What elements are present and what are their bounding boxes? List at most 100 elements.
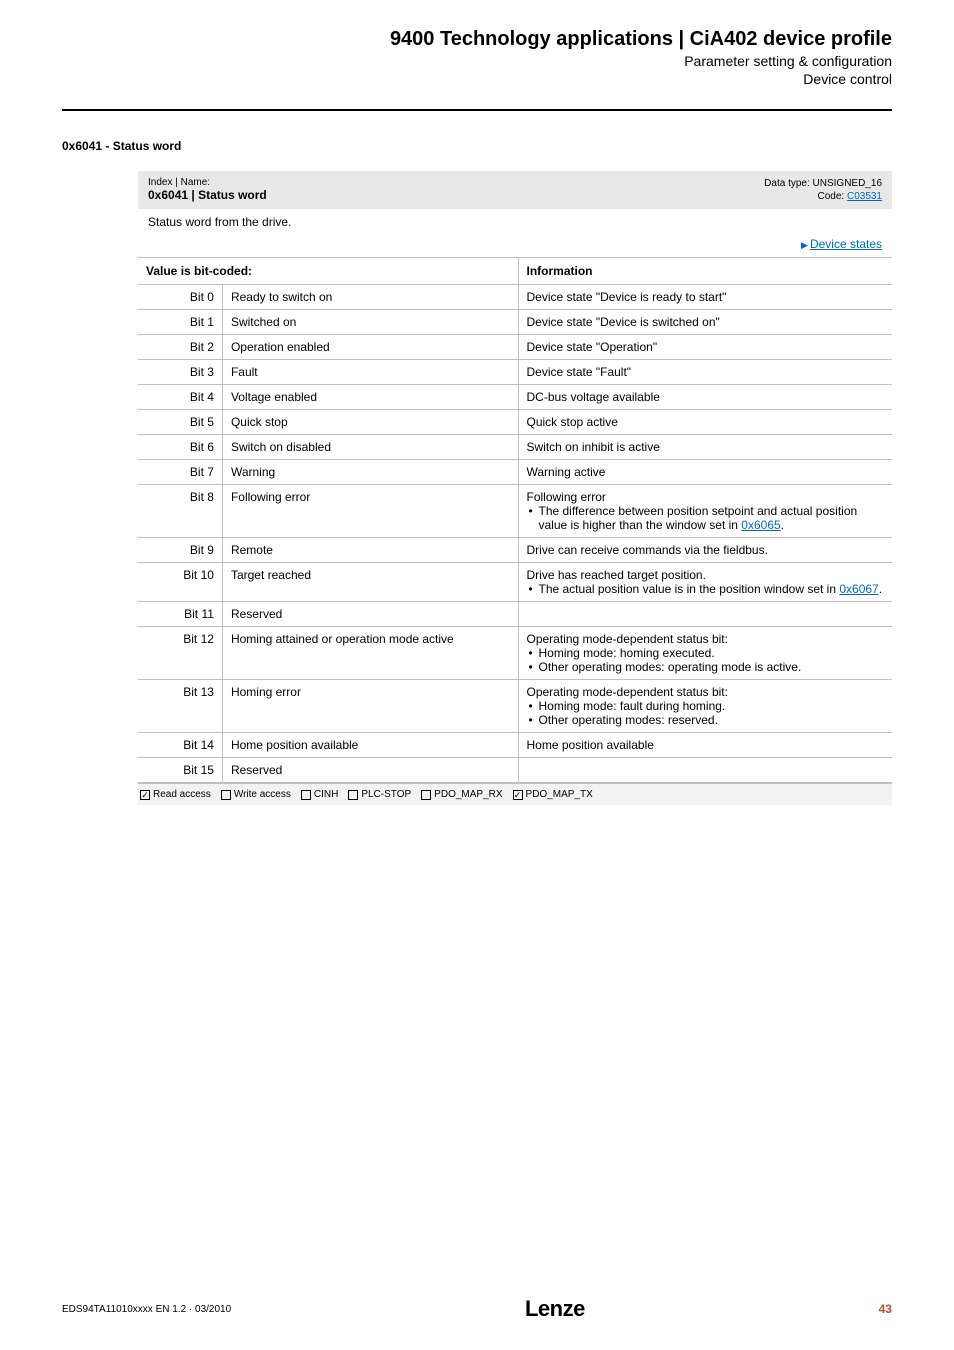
device-states-row: ▶Device states xyxy=(138,235,892,257)
table-row: Bit 1Switched onDevice state "Device is … xyxy=(138,310,892,335)
bit-info-cell: Switch on inhibit is active xyxy=(518,435,892,460)
info-bullet-list: Homing mode: homing executed.Other opera… xyxy=(527,646,885,674)
bit-info-cell: Device state "Device is switched on" xyxy=(518,310,892,335)
bit-name-cell: Following error xyxy=(222,485,518,538)
bit-cell: Bit 12 xyxy=(138,627,222,680)
info-bullet: Homing mode: homing executed. xyxy=(527,646,885,660)
table-row: Bit 2Operation enabledDevice state "Oper… xyxy=(138,335,892,360)
access-item: CINH xyxy=(301,789,338,800)
access-row: ✓Read accessWrite accessCINHPLC-STOPPDO_… xyxy=(138,783,892,805)
access-item: PDO_MAP_RX xyxy=(421,789,502,800)
doc-subtitle-2: Device control xyxy=(62,71,892,87)
footer-logo: Lenze xyxy=(525,1296,585,1322)
bit-name-cell: Voltage enabled xyxy=(222,385,518,410)
index-label: Index | Name: xyxy=(148,177,267,188)
bit-name-cell: Operation enabled xyxy=(222,335,518,360)
bit-info-cell: Operating mode-dependent status bit:Homi… xyxy=(518,680,892,733)
bit-info-cell: DC-bus voltage available xyxy=(518,385,892,410)
bit-cell: Bit 13 xyxy=(138,680,222,733)
info-link[interactable]: 0x6067 xyxy=(839,582,878,596)
page-footer: EDS94TA11010xxxx EN 1.2 · 03/2010 Lenze … xyxy=(62,1296,892,1322)
code-link[interactable]: C03531 xyxy=(847,191,882,202)
table-row: Bit 3FaultDevice state "Fault" xyxy=(138,360,892,385)
access-item: ✓PDO_MAP_TX xyxy=(513,789,593,800)
footer-page-number: 43 xyxy=(879,1302,892,1316)
bit-info-cell: Following errorThe difference between po… xyxy=(518,485,892,538)
bit-name-cell: Remote xyxy=(222,538,518,563)
code-line: Code: C03531 xyxy=(764,190,882,203)
bit-cell: Bit 4 xyxy=(138,385,222,410)
bit-info-cell: Drive can receive commands via the field… xyxy=(518,538,892,563)
col-header-info: Information xyxy=(518,258,892,285)
bit-info-cell: Operating mode-dependent status bit:Homi… xyxy=(518,627,892,680)
bit-info-cell: Quick stop active xyxy=(518,410,892,435)
bit-name-cell: Switched on xyxy=(222,310,518,335)
bit-name-cell: Homing error xyxy=(222,680,518,733)
bit-info-cell: Drive has reached target position.The ac… xyxy=(518,563,892,602)
info-main: Operating mode-dependent status bit: xyxy=(527,632,885,646)
info-bullet: Other operating modes: reserved. xyxy=(527,713,885,727)
access-label: PDO_MAP_RX xyxy=(434,789,502,800)
parameter-header: Index | Name: 0x6041 | Status word Data … xyxy=(138,171,892,209)
table-row: Bit 12Homing attained or operation mode … xyxy=(138,627,892,680)
section-heading: 0x6041 - Status word xyxy=(62,139,892,153)
footer-doc-id: EDS94TA11010xxxx EN 1.2 · 03/2010 xyxy=(62,1304,231,1315)
info-bullet: The difference between position setpoint… xyxy=(527,504,885,532)
table-row: Bit 14Home position availableHome positi… xyxy=(138,733,892,758)
checkbox-empty-icon xyxy=(221,790,231,800)
triangle-icon: ▶ xyxy=(801,240,808,250)
bit-cell: Bit 11 xyxy=(138,602,222,627)
bit-cell: Bit 8 xyxy=(138,485,222,538)
parameter-header-right: Data type: UNSIGNED_16 Code: C03531 xyxy=(764,177,882,203)
bit-name-cell: Switch on disabled xyxy=(222,435,518,460)
parameter-description: Status word from the drive. xyxy=(138,209,892,235)
bit-cell: Bit 6 xyxy=(138,435,222,460)
bit-name-cell: Homing attained or operation mode active xyxy=(222,627,518,680)
checkbox-empty-icon xyxy=(421,790,431,800)
access-label: PDO_MAP_TX xyxy=(526,789,593,800)
table-row: Bit 4Voltage enabledDC-bus voltage avail… xyxy=(138,385,892,410)
bit-info-cell xyxy=(518,602,892,627)
bit-info-cell: Device state "Fault" xyxy=(518,360,892,385)
content-region: 0x6041 - Status word Index | Name: 0x604… xyxy=(0,111,954,805)
table-row: Bit 7WarningWarning active xyxy=(138,460,892,485)
access-label: Read access xyxy=(153,789,211,800)
code-prefix: Code: xyxy=(818,191,847,202)
table-row: Bit 6Switch on disabledSwitch on inhibit… xyxy=(138,435,892,460)
bit-name-cell: Quick stop xyxy=(222,410,518,435)
bit-cell: Bit 3 xyxy=(138,360,222,385)
info-bullet-list: The actual position value is in the posi… xyxy=(527,582,885,596)
info-bullet-list: Homing mode: fault during homing.Other o… xyxy=(527,699,885,727)
bit-cell: Bit 1 xyxy=(138,310,222,335)
bit-cell: Bit 14 xyxy=(138,733,222,758)
bit-info-cell: Home position available xyxy=(518,733,892,758)
bit-cell: Bit 10 xyxy=(138,563,222,602)
bit-cell: Bit 7 xyxy=(138,460,222,485)
doc-title: 9400 Technology applications | CiA402 de… xyxy=(62,28,892,51)
access-item: ✓Read access xyxy=(140,789,211,800)
table-row: Bit 5Quick stopQuick stop active xyxy=(138,410,892,435)
info-bullet: The actual position value is in the posi… xyxy=(527,582,885,596)
access-item: Write access xyxy=(221,789,291,800)
checkbox-empty-icon xyxy=(348,790,358,800)
device-states-link[interactable]: Device states xyxy=(810,237,882,251)
info-link[interactable]: 0x6065 xyxy=(741,518,780,532)
table-row: Bit 9RemoteDrive can receive commands vi… xyxy=(138,538,892,563)
parameter-box: Index | Name: 0x6041 | Status word Data … xyxy=(138,171,892,805)
table-row: Bit 10Target reachedDrive has reached ta… xyxy=(138,563,892,602)
bit-cell: Bit 5 xyxy=(138,410,222,435)
doc-subtitle-1: Parameter setting & configuration xyxy=(62,53,892,69)
bit-cell: Bit 0 xyxy=(138,285,222,310)
bit-name-cell: Ready to switch on xyxy=(222,285,518,310)
info-main: Operating mode-dependent status bit: xyxy=(527,685,885,699)
parameter-header-left: Index | Name: 0x6041 | Status word xyxy=(148,177,267,202)
datatype-label: Data type: UNSIGNED_16 xyxy=(764,177,882,190)
info-bullet: Other operating modes: operating mode is… xyxy=(527,660,885,674)
info-bullet: Homing mode: fault during homing. xyxy=(527,699,885,713)
table-row: Bit 15Reserved xyxy=(138,758,892,783)
info-main: Drive has reached target position. xyxy=(527,568,885,582)
table-row: Bit 13Homing errorOperating mode-depende… xyxy=(138,680,892,733)
bit-name-cell: Warning xyxy=(222,460,518,485)
col-header-value: Value is bit-coded: xyxy=(138,258,518,285)
bit-info-cell: Device state "Device is ready to start" xyxy=(518,285,892,310)
